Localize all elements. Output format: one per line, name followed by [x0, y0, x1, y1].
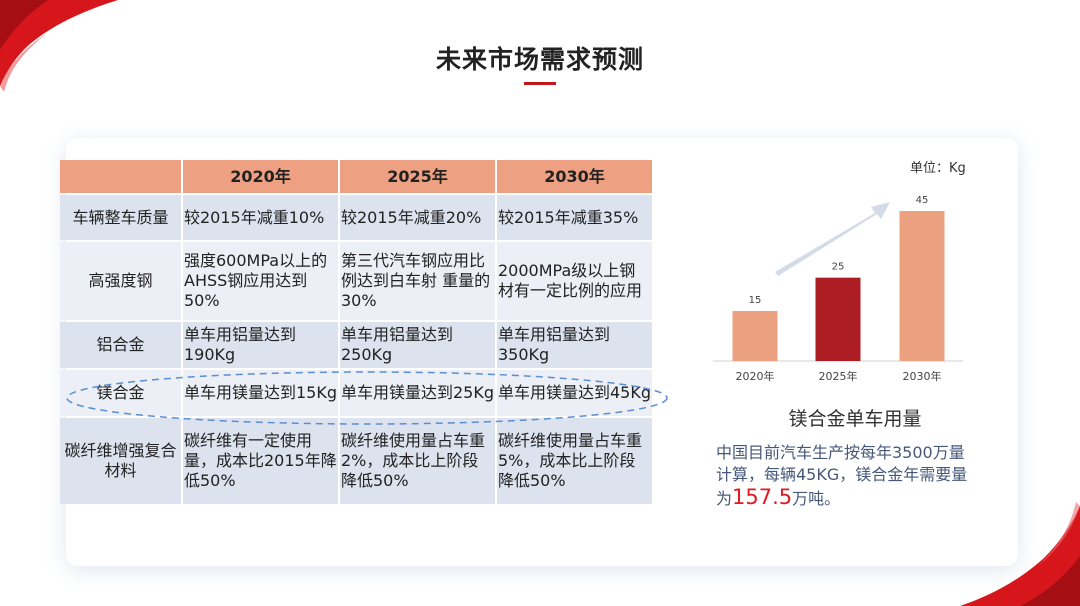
table-row: 镁合金 单车用镁量达到15Kg 单车用镁量达到25Kg 单车用镁量达到45Kg [60, 370, 652, 416]
table-header-cell: 2020年 [183, 160, 338, 193]
row-label: 碳纤维增强复合材料 [60, 418, 181, 504]
table-cell: 较2015年减重20% [340, 195, 495, 240]
table-cell: 单车用铝量达到190Kg [183, 322, 338, 368]
row-label: 铝合金 [60, 322, 181, 368]
corner-ribbon-bottom-right [960, 502, 1080, 606]
row-label: 高强度钢 [60, 242, 181, 320]
table-cell: 2000MPa级以上钢材有一定比例的应用 [497, 242, 652, 320]
table-cell: 较2015年减重10% [183, 195, 338, 240]
table-header-row: 2020年 2025年 2030年 [60, 160, 652, 193]
table-cell: 单车用镁量达到25Kg [340, 370, 495, 416]
table-cell: 碳纤维使用量占车重2%，成本比上阶段降低50% [340, 418, 495, 504]
row-label: 镁合金 [60, 370, 181, 416]
bar-2020年 [732, 311, 778, 361]
table-cell: 较2015年减重35% [497, 195, 652, 240]
forecast-table: 2020年 2025年 2030年 车辆整车质量 较2015年减重10% 较20… [58, 158, 654, 506]
bar-value-label: 25 [832, 262, 845, 273]
bar-2030年 [899, 211, 945, 361]
table-row: 碳纤维增强复合材料 碳纤维有一定使用量，成本比2015年降低50% 碳纤维使用量… [60, 418, 652, 504]
highlight-ellipse [66, 371, 668, 425]
chart-title: 镁合金单车用量 [788, 408, 922, 430]
page-title: 未来市场需求预测 [435, 45, 644, 74]
x-tick-label: 2020年 [736, 369, 775, 383]
table-cell: 强度600MPa以上的AHSS钢应用达到50% [183, 242, 338, 320]
bar-value-label: 15 [749, 295, 762, 306]
x-tick-label: 2030年 [903, 369, 942, 383]
table-row: 高强度钢 强度600MPa以上的AHSS钢应用达到50% 第三代汽车钢应用比例达… [60, 242, 652, 320]
note-text-end: 万吨。 [792, 489, 841, 508]
title-underline [524, 82, 556, 85]
table-cell: 单车用镁量达到15Kg [183, 370, 338, 416]
table-cell: 单车用铝量达到350Kg [497, 322, 652, 368]
bar-value-label: 45 [916, 195, 929, 206]
table-cell: 第三代汽车钢应用比例达到白车射 重量的30% [340, 242, 495, 320]
note-text: 中国目前汽车生产按每年3500万量计算，每辆45KG，镁合金年需要量为 [716, 443, 968, 508]
note-highlight-value: 157.5 [732, 485, 793, 509]
table-header-cell: 2025年 [340, 160, 495, 193]
table-row: 铝合金 单车用铝量达到190Kg 单车用铝量达到250Kg 单车用铝量达到350… [60, 322, 652, 368]
unit-label: 单位：Kg [910, 161, 966, 176]
bar-2025年 [815, 277, 861, 361]
row-label: 车辆整车质量 [60, 195, 181, 240]
table-cell: 碳纤维使用量占车重5%，成本比上阶段降低50% [497, 418, 652, 504]
table-header-cell: 2030年 [497, 160, 652, 193]
magnesium-usage-chart: 单位：Kg 15 2020年 25 2025年 45 2030年 [713, 161, 966, 383]
table-row: 车辆整车质量 较2015年减重10% 较2015年减重20% 较2015年减重3… [60, 195, 652, 240]
table-cell: 单车用铝量达到250Kg [340, 322, 495, 368]
x-tick-label: 2025年 [819, 369, 858, 383]
table-cell: 碳纤维有一定使用量，成本比2015年降低50% [183, 418, 338, 504]
corner-ribbon-top-left [0, 0, 118, 92]
table-cell: 单车用镁量达到45Kg [497, 370, 652, 416]
table-header-cell [60, 160, 181, 193]
demand-note: 中国目前汽车生产按每年3500万量计算，每辆45KG，镁合金年需要量为157.5… [716, 442, 976, 510]
trend-arrow [775, 202, 890, 276]
